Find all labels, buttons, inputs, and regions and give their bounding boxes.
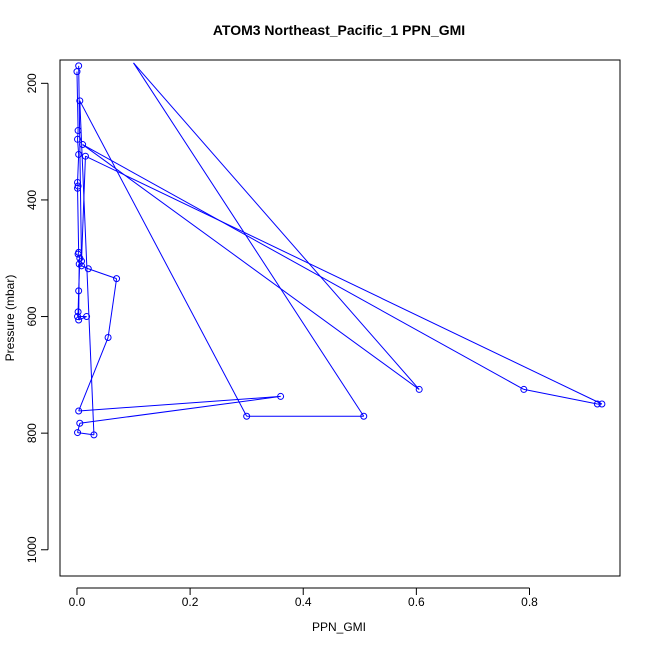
data-point (84, 265, 92, 273)
series-line-segment (78, 337, 109, 412)
y-tick-label: 600 (25, 306, 39, 326)
series-group (73, 62, 606, 439)
y-axis: 200 400 600 800 1000 (25, 73, 49, 563)
data-point (74, 250, 82, 258)
y-tick-label: 1000 (25, 536, 39, 563)
data-point (75, 62, 83, 70)
y-tick-label: 400 (25, 190, 39, 210)
y-tick-label: 200 (25, 73, 39, 93)
data-point (104, 334, 112, 342)
data-point (593, 400, 601, 408)
data-point (79, 141, 87, 149)
x-tick-label: 0.6 (408, 595, 425, 609)
series-line-segment (80, 156, 86, 262)
x-axis: 0.0 0.2 0.4 0.6 0.8 (69, 587, 538, 609)
data-point (74, 127, 82, 135)
x-axis-label: PPN_GMI (312, 620, 366, 634)
series-line-segment (78, 264, 80, 321)
series-line-segment (78, 395, 281, 412)
series-line-segment (88, 268, 117, 280)
series-line-segment (107, 278, 118, 338)
series-line-segment (77, 188, 80, 253)
series-line-segment (77, 253, 81, 259)
series-line-segment (76, 71, 79, 131)
data-point (77, 262, 85, 270)
series-line-segment (78, 263, 82, 267)
series-line-segment (77, 139, 80, 155)
x-tick-label: 0.4 (295, 595, 312, 609)
series-line-segment (77, 252, 80, 255)
data-point (77, 257, 85, 265)
data-point (75, 316, 83, 324)
data-point (75, 407, 83, 415)
series-line-segment (523, 388, 598, 405)
data-point (76, 97, 84, 105)
data-point (90, 431, 98, 439)
series-line-segment (82, 144, 420, 390)
x-tick-label: 0.8 (521, 595, 538, 609)
data-point (113, 275, 121, 283)
series-line-segment (78, 316, 87, 321)
data-point (520, 385, 528, 393)
series-line-segment (77, 311, 79, 317)
data-point (75, 287, 83, 295)
data-point (74, 429, 82, 437)
series-line-segment (133, 62, 420, 390)
series-line-segment (82, 144, 525, 390)
series-line-segment (133, 62, 365, 417)
x-tick-label: 0.0 (69, 595, 86, 609)
data-point (83, 313, 91, 321)
data-point (74, 135, 82, 143)
y-axis-label: Pressure (mbar) (3, 275, 17, 362)
plot-frame (59, 59, 621, 577)
data-point (360, 412, 368, 420)
data-point (415, 385, 423, 393)
data-point (74, 313, 82, 321)
series-line-segment (85, 155, 603, 405)
data-point (81, 152, 89, 160)
series-line-segment (78, 65, 82, 262)
series-line-segment (77, 185, 79, 189)
data-point (277, 392, 285, 400)
x-tick-label: 0.2 (182, 595, 199, 609)
data-point (598, 400, 606, 408)
chart-title: ATOM3 Northeast_Pacific_1 PPN_GMI (213, 22, 465, 38)
series-line-segment (77, 154, 80, 183)
series-line-segment (77, 130, 79, 140)
data-point (74, 308, 82, 316)
data-point (75, 150, 83, 158)
series-line-segment (79, 395, 281, 424)
data-point (243, 412, 251, 420)
series-line-segment (77, 423, 81, 433)
y-tick-label: 800 (25, 423, 39, 443)
data-point (74, 184, 82, 192)
data-point (76, 419, 84, 427)
series-line-segment (79, 100, 248, 417)
